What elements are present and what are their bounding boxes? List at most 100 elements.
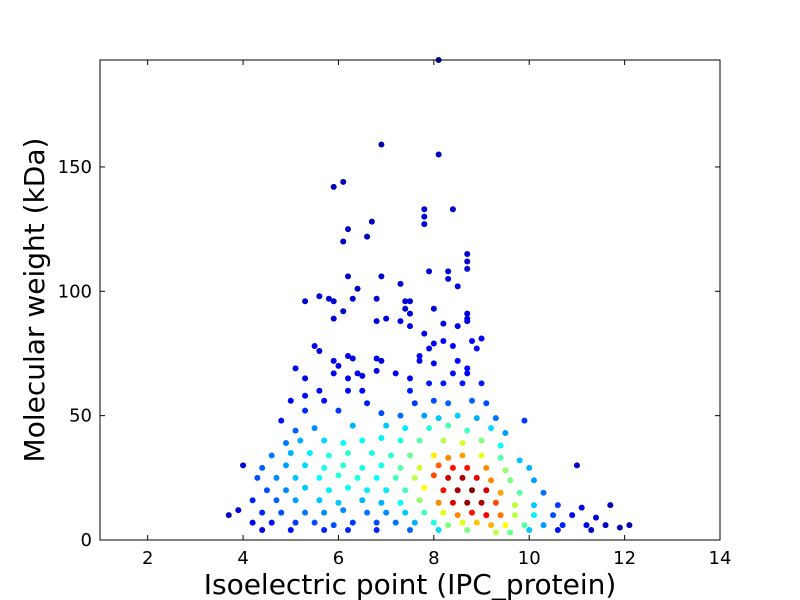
data-point (397, 499, 404, 506)
data-point (302, 484, 309, 491)
data-point (464, 310, 471, 317)
data-point (526, 464, 533, 471)
data-point (435, 462, 442, 469)
data-point (330, 370, 337, 377)
data-point (435, 151, 442, 158)
y-tick-label: 50 (69, 406, 92, 427)
data-point (511, 512, 518, 519)
data-point (464, 258, 471, 265)
data-point (283, 462, 289, 469)
data-point (488, 522, 495, 529)
data-point (459, 519, 466, 526)
data-point (316, 387, 323, 394)
data-point (321, 509, 328, 516)
data-point (383, 315, 390, 322)
y-axis-title: Molecular weight (kDa) (18, 138, 51, 463)
data-point (516, 489, 523, 496)
data-point (464, 315, 471, 322)
data-point (507, 477, 514, 484)
x-tick-label: 14 (709, 548, 732, 569)
data-point (569, 512, 576, 519)
data-point (416, 352, 423, 359)
data-point (373, 318, 380, 325)
data-point (421, 509, 428, 516)
data-point (325, 452, 332, 459)
data-point (459, 440, 466, 447)
data-point (440, 509, 447, 516)
data-point (368, 449, 375, 456)
data-point (421, 484, 428, 491)
data-point (349, 295, 356, 302)
data-point (407, 452, 413, 459)
data-point (283, 440, 289, 447)
data-point (531, 502, 537, 509)
data-point (340, 440, 347, 447)
data-point (378, 357, 385, 364)
data-point (387, 452, 394, 459)
data-point (416, 464, 423, 471)
x-tick-label: 10 (518, 548, 541, 569)
data-point (469, 509, 475, 516)
data-point (464, 427, 471, 434)
data-point (225, 512, 232, 519)
data-point (483, 487, 490, 494)
data-point (454, 283, 461, 290)
data-point (407, 387, 413, 394)
data-point (316, 497, 323, 504)
data-point (397, 437, 404, 444)
data-point (497, 512, 504, 519)
data-point (345, 387, 351, 394)
data-point (478, 452, 485, 459)
data-point (454, 512, 461, 519)
data-point (492, 529, 499, 536)
plot-area-frame (99, 59, 721, 541)
data-point (449, 206, 456, 213)
data-point (335, 407, 342, 414)
data-point (554, 502, 561, 509)
data-point (235, 507, 242, 514)
data-point (354, 474, 361, 481)
data-point (483, 464, 490, 471)
data-point (316, 347, 323, 354)
data-point (340, 308, 347, 315)
data-point (292, 427, 299, 434)
x-tick-label: 2 (142, 548, 153, 569)
x-tick-label: 4 (237, 548, 248, 569)
data-point (325, 295, 332, 302)
data-point (426, 425, 433, 432)
data-point (445, 422, 452, 429)
x-axis-title: Isoelectric point (IPC_protein) (204, 568, 617, 600)
data-point (340, 462, 347, 469)
data-point (464, 265, 471, 272)
data-point (478, 437, 485, 444)
data-point (497, 454, 504, 461)
data-point (430, 452, 437, 459)
data-point (321, 397, 328, 404)
data-point (259, 527, 266, 534)
data-point (440, 338, 447, 345)
data-point (464, 365, 471, 372)
data-point (287, 527, 294, 534)
data-point (373, 527, 380, 534)
data-point (364, 509, 371, 516)
data-point (397, 318, 404, 325)
data-point (321, 464, 328, 471)
data-point (469, 338, 475, 345)
data-point (335, 362, 342, 369)
data-point (607, 502, 614, 509)
data-point (430, 305, 437, 312)
data-point (302, 509, 309, 516)
data-point (511, 502, 518, 509)
data-point (283, 487, 289, 494)
data-point (550, 512, 557, 519)
data-point (278, 417, 285, 424)
data-point (411, 474, 418, 481)
data-point (483, 400, 490, 407)
data-point (292, 365, 299, 372)
data-point (373, 367, 380, 374)
data-point (497, 442, 504, 449)
y-tick-label: 0 (81, 530, 92, 551)
data-point (292, 497, 299, 504)
data-point (378, 273, 385, 280)
